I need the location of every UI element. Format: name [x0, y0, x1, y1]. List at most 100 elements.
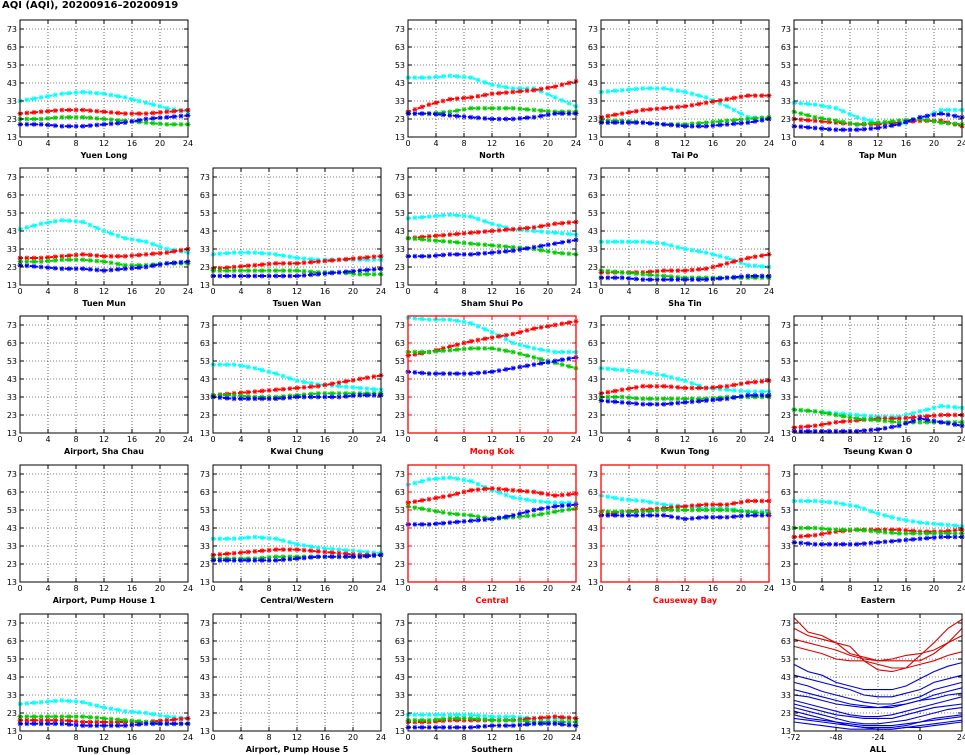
data-point: [87, 222, 93, 228]
data-point: [454, 519, 460, 525]
data-point: [52, 115, 58, 121]
data-point: [510, 494, 516, 500]
data-point: [440, 238, 446, 244]
data-point: [531, 224, 537, 230]
x-tick-label: 0: [598, 435, 603, 444]
data-point: [336, 257, 342, 263]
data-point: [517, 488, 523, 494]
x-tick-label: 20: [736, 139, 746, 148]
data-point: [475, 345, 481, 351]
data-point: [287, 273, 293, 279]
data-point: [231, 268, 237, 274]
data-point: [552, 111, 558, 117]
y-tick-label: 53: [781, 655, 791, 664]
panel-title: Tung Chung: [77, 745, 130, 754]
y-tick-label: 73: [7, 470, 17, 479]
data-point: [24, 97, 30, 103]
panel-title: Southern: [471, 745, 513, 754]
y-tick-label: 63: [781, 637, 791, 646]
data-point: [752, 93, 758, 99]
data-point: [619, 275, 625, 281]
data-point: [633, 120, 639, 126]
data-point: [24, 110, 30, 116]
data-point: [531, 87, 537, 93]
data-point: [171, 721, 177, 727]
data-point: [52, 698, 58, 704]
data-point: [94, 225, 100, 231]
data-point: [426, 111, 432, 117]
data-point: [745, 273, 751, 279]
data-point: [833, 118, 839, 124]
data-point: [647, 512, 653, 518]
data-point: [224, 265, 230, 271]
data-point: [538, 229, 544, 235]
data-point: [538, 86, 544, 92]
data-point: [738, 117, 744, 123]
data-point: [357, 392, 363, 398]
y-tick-label: 33: [7, 691, 17, 700]
data-point: [136, 117, 142, 123]
data-point: [745, 392, 751, 398]
data-point: [696, 93, 702, 99]
data-point: [854, 127, 860, 133]
data-point: [259, 262, 265, 268]
data-point: [273, 557, 279, 563]
data-point: [531, 244, 537, 250]
data-point: [482, 486, 488, 492]
x-tick-label: 24: [764, 139, 774, 148]
data-point: [819, 422, 825, 428]
x-tick-label: 20: [543, 733, 553, 742]
data-point: [108, 117, 114, 123]
data-point: [461, 489, 467, 495]
data-point: [59, 217, 65, 223]
data-point: [647, 85, 653, 91]
data-point: [854, 428, 860, 434]
data-point: [647, 106, 653, 112]
data-point: [552, 509, 558, 515]
data-point: [101, 253, 107, 259]
data-point: [164, 121, 170, 127]
data-point: [910, 530, 916, 536]
data-point: [301, 547, 307, 553]
x-tick-label: 24: [376, 287, 386, 296]
x-tick-label: 16: [708, 435, 718, 444]
data-point: [759, 392, 765, 398]
x-tick-label: 4: [238, 287, 243, 296]
data-point: [287, 539, 293, 545]
data-point: [454, 476, 460, 482]
data-point: [252, 396, 258, 402]
data-point: [280, 268, 286, 274]
data-point: [510, 89, 516, 95]
data-point: [503, 116, 509, 122]
data-point: [545, 248, 551, 254]
data-point: [612, 394, 618, 400]
data-point: [717, 502, 723, 508]
data-point: [419, 349, 425, 355]
data-point: [868, 413, 874, 419]
data-point: [66, 253, 72, 259]
data-point: [31, 121, 37, 127]
data-point: [447, 511, 453, 517]
data-point: [668, 507, 674, 513]
data-point: [364, 549, 370, 555]
x-tick-label: 12: [99, 287, 109, 296]
panel-title: Central: [476, 596, 509, 605]
x-tick-label: 16: [515, 584, 525, 593]
data-point: [661, 85, 667, 91]
data-point: [531, 345, 537, 351]
data-point: [87, 252, 93, 258]
data-point: [552, 503, 558, 509]
x-tick-label: 0: [405, 287, 410, 296]
data-point: [364, 267, 370, 273]
data-point: [717, 262, 723, 268]
data-point: [245, 389, 251, 395]
data-point: [752, 509, 758, 515]
x-tick-label: 8: [461, 139, 466, 148]
y-tick-label: 43: [781, 524, 791, 533]
data-point: [717, 253, 723, 259]
data-point: [805, 101, 811, 107]
data-point: [475, 370, 481, 376]
data-point: [689, 515, 695, 521]
data-point: [524, 225, 530, 231]
data-point: [812, 114, 818, 120]
